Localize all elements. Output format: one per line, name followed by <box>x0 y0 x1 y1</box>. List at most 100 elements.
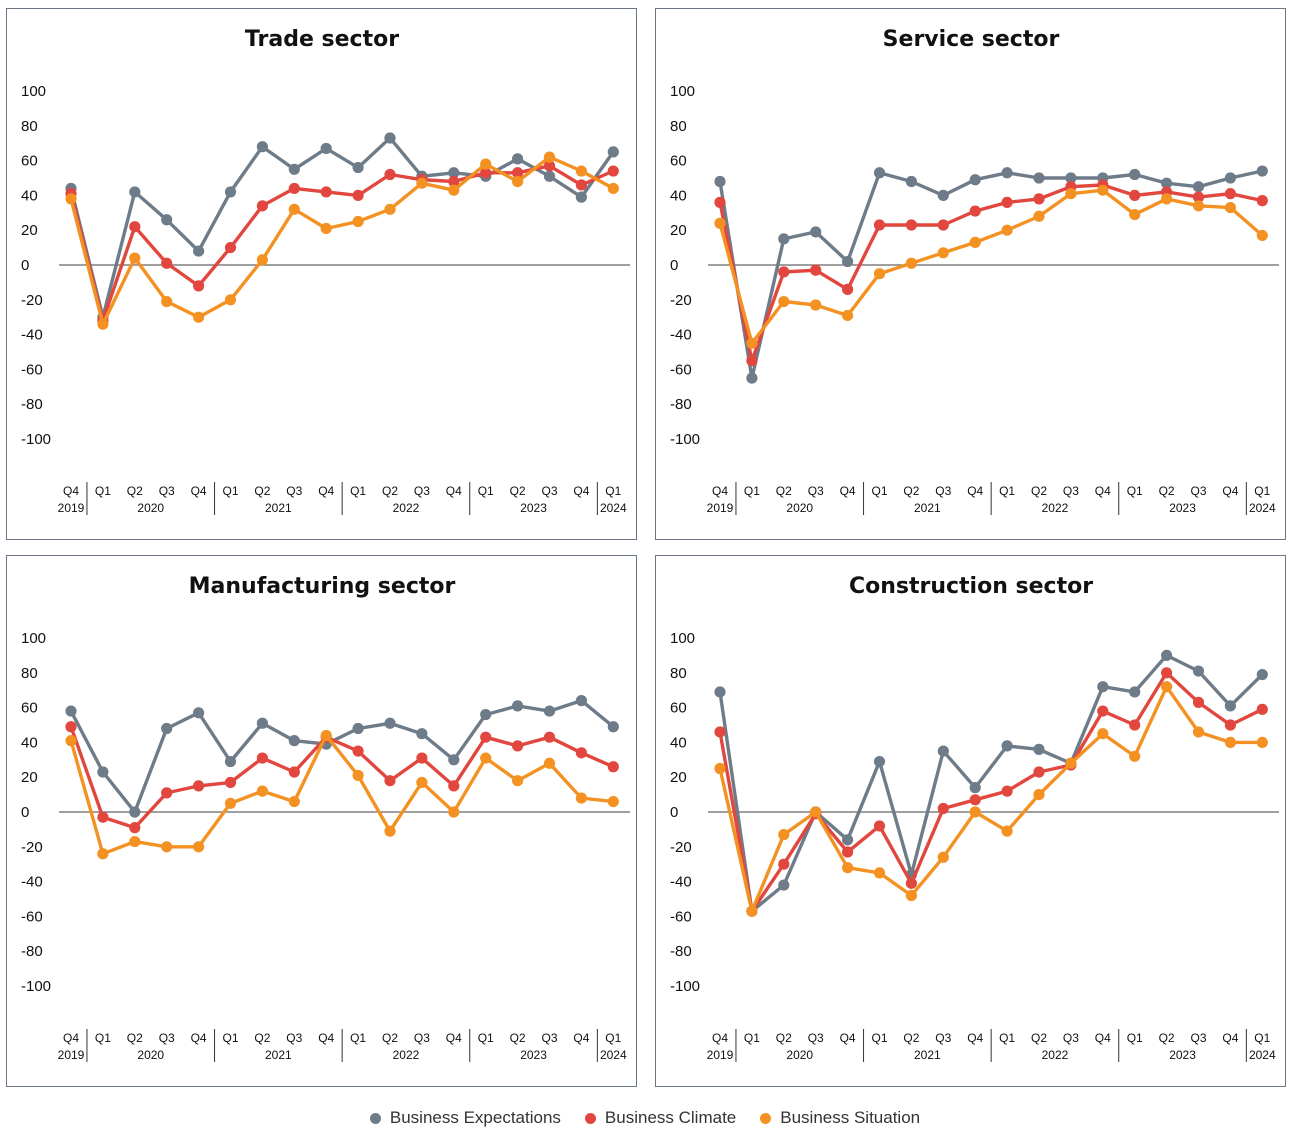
year-label: 2022 <box>393 1048 420 1062</box>
y-tick-label: 100 <box>21 630 46 647</box>
data-point <box>320 222 332 235</box>
data-point <box>575 165 588 177</box>
data-point <box>288 766 300 778</box>
data-point <box>448 167 460 179</box>
series-line <box>69 155 615 326</box>
data-point <box>384 825 396 837</box>
data-point <box>288 203 300 215</box>
year-label: 2021 <box>914 1048 941 1062</box>
data-point <box>1224 736 1236 748</box>
data-point <box>746 905 758 917</box>
data-point <box>129 806 141 818</box>
data-point <box>352 722 364 735</box>
data-point <box>543 151 556 163</box>
data-point <box>288 735 300 747</box>
data-point <box>1256 703 1268 715</box>
year-label: 2023 <box>520 1048 547 1062</box>
year-label: 2022 <box>1042 501 1069 515</box>
data-point <box>778 266 790 278</box>
x-tick-label: Q4 <box>446 1031 462 1045</box>
data-point <box>352 769 364 782</box>
x-tick-label: Q4 <box>63 484 79 498</box>
data-point <box>937 745 949 757</box>
x-tick-label: Q3 <box>935 484 951 498</box>
year-label: 2024 <box>1249 501 1276 515</box>
data-point <box>1129 719 1141 731</box>
x-tick-label: Q2 <box>776 484 792 498</box>
data-point <box>256 254 268 266</box>
chart-legend: Business Expectations Business Climate B… <box>0 1106 1290 1130</box>
y-tick-label: -100 <box>21 978 51 995</box>
data-point <box>97 318 109 330</box>
x-tick-label: Q2 <box>1159 484 1175 498</box>
data-point <box>778 829 790 841</box>
data-point <box>575 792 588 804</box>
data-point <box>810 806 822 818</box>
chart-title: Construction sector <box>849 574 1093 599</box>
series-line <box>718 183 1263 363</box>
y-tick-label: 0 <box>670 804 678 821</box>
y-tick-label: 0 <box>21 804 29 821</box>
x-tick-label: Q4 <box>63 1031 79 1045</box>
data-point <box>512 700 524 712</box>
data-point <box>937 851 949 863</box>
y-tick-label: -80 <box>670 943 692 960</box>
x-tick-label: Q3 <box>414 1031 430 1045</box>
data-point <box>416 177 428 189</box>
data-point <box>810 226 822 238</box>
y-tick-label: -100 <box>21 431 51 448</box>
x-tick-label: Q3 <box>935 1031 951 1045</box>
data-point <box>193 311 205 323</box>
data-point <box>1224 201 1236 214</box>
data-point <box>778 858 790 870</box>
data-point <box>873 820 886 832</box>
data-point <box>384 132 396 144</box>
year-label: 2019 <box>58 501 85 515</box>
x-tick-label: Q4 <box>967 1031 983 1045</box>
data-point <box>384 775 396 787</box>
y-tick-label: 60 <box>21 700 38 717</box>
data-point <box>746 372 758 384</box>
y-tick-label: -40 <box>670 327 692 344</box>
data-point <box>224 242 237 254</box>
data-point <box>288 795 300 808</box>
data-point <box>1001 196 1013 208</box>
data-point <box>1065 188 1077 200</box>
x-tick-label: Q1 <box>350 1031 366 1045</box>
x-tick-label: Q3 <box>1063 484 1079 498</box>
data-point <box>1256 195 1268 207</box>
data-point <box>352 189 364 201</box>
data-point <box>543 160 556 172</box>
data-point <box>129 221 141 233</box>
x-tick-label: Q3 <box>1063 1031 1079 1045</box>
series-line <box>69 164 614 323</box>
y-tick-label: -80 <box>21 943 43 960</box>
data-point <box>842 834 854 846</box>
x-tick-label: Q4 <box>573 484 589 498</box>
chart-title: Service sector <box>883 27 1060 52</box>
data-point <box>842 255 854 268</box>
data-point <box>1224 719 1236 731</box>
x-tick-label: Q3 <box>808 1031 824 1045</box>
data-point <box>1129 168 1141 181</box>
series-line <box>718 653 1264 913</box>
year-label: 2024 <box>600 501 627 515</box>
data-point <box>842 862 854 874</box>
data-point <box>193 780 205 792</box>
data-point <box>97 848 109 860</box>
year-label: 2021 <box>914 501 941 515</box>
x-tick-label: Q4 <box>712 1031 728 1045</box>
x-tick-label: Q1 <box>744 1031 760 1045</box>
data-point <box>256 200 268 212</box>
x-tick-label: Q4 <box>967 484 983 498</box>
data-point <box>1033 172 1045 184</box>
x-tick-label: Q2 <box>127 1031 143 1045</box>
data-point <box>969 806 981 818</box>
data-point <box>714 726 726 738</box>
year-label: 2021 <box>265 1048 292 1062</box>
data-point <box>384 203 396 215</box>
data-point <box>256 752 268 764</box>
year-label: 2019 <box>707 501 734 515</box>
data-point <box>842 283 854 295</box>
data-point <box>575 191 588 203</box>
